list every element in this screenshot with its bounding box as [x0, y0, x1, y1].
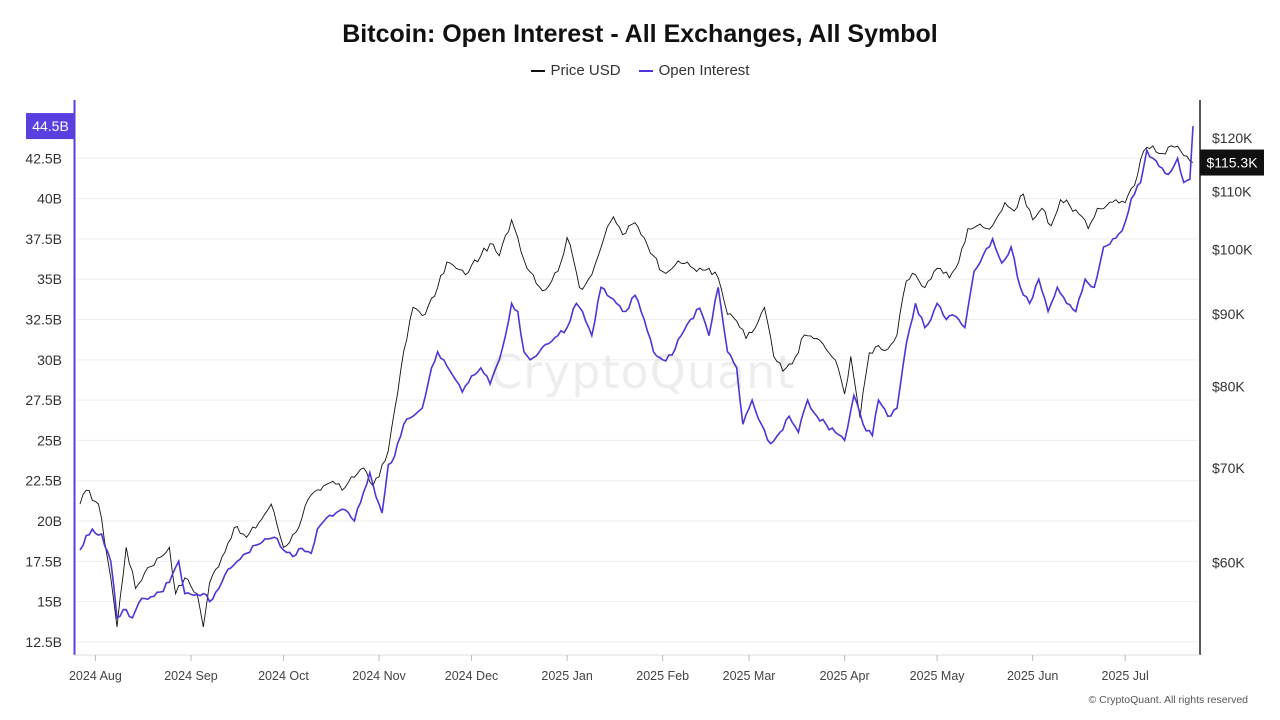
y-left-tick-label: 22.5B — [25, 473, 62, 489]
x-tick-label: 2025 Jun — [1007, 669, 1058, 683]
x-tick-label: 2025 Jul — [1102, 669, 1149, 683]
x-tick-label: 2024 Aug — [69, 669, 122, 683]
legend-label-price: Price USD — [550, 62, 621, 79]
y-right-tick-label: $120K — [1212, 130, 1253, 146]
y-left-tick-label: 17.5B — [25, 553, 62, 569]
x-tick-label: 2025 Feb — [636, 669, 689, 683]
y-left-tick-label: 15B — [37, 594, 62, 610]
y-left-tick-label: 25B — [37, 432, 62, 448]
series-line-open-interest — [79, 126, 1194, 620]
x-tick-label: 2024 Sep — [164, 669, 218, 683]
y-right-tick-label: $100K — [1212, 242, 1253, 258]
y-right-tick-label: $110K — [1212, 183, 1252, 199]
y-right-tick-label: $70K — [1212, 460, 1245, 476]
y-left-tick-label: 20B — [37, 513, 62, 529]
legend-swatch-price — [530, 69, 545, 72]
x-tick-label: 2025 Jan — [541, 669, 592, 683]
series-line-price-usd — [79, 145, 1194, 627]
legend-label-open-interest: Open Interest — [658, 62, 750, 79]
legend-swatch-open-interest — [638, 69, 653, 72]
watermark: CryptoQuant — [490, 345, 796, 399]
y-left-tick-label: 40B — [37, 191, 62, 207]
left-current-value-badge — [26, 113, 75, 140]
y-right-tick-label: $80K — [1212, 378, 1245, 394]
x-tick-label: 2024 Dec — [445, 669, 499, 683]
legend-item-price[interactable]: Price USD — [530, 62, 621, 79]
y-left-tick-label: 12.5B — [25, 634, 62, 650]
y-left-tick-label: 35B — [37, 271, 62, 287]
y-left-tick-label: 30B — [37, 352, 62, 368]
legend-item-open-interest[interactable]: Open Interest — [638, 62, 750, 79]
chart-legend: Price USD Open Interest — [0, 62, 1280, 79]
right-current-value-badge — [1200, 149, 1264, 176]
footer-copyright: © CryptoQuant. All rights reserved — [1088, 694, 1248, 706]
y-left-tick-label: 37.5B — [25, 231, 62, 247]
y-right-tick-label: $90K — [1212, 306, 1245, 322]
x-tick-label: 2025 Mar — [723, 669, 776, 683]
y-left-tick-label: 42.5B — [25, 150, 62, 166]
left-current-value-label: 44.5B — [32, 118, 69, 134]
right-current-value-label: $115.3K — [1206, 155, 1258, 171]
y-right-tick-label: $60K — [1212, 554, 1245, 570]
x-tick-label: 2025 Apr — [820, 669, 870, 683]
y-left-tick-label: 32.5B — [25, 312, 62, 328]
y-left-tick-label: 27.5B — [25, 392, 62, 408]
x-tick-label: 2024 Oct — [258, 669, 309, 683]
x-tick-label: 2025 May — [910, 669, 966, 683]
chart-title: Bitcoin: Open Interest - All Exchanges, … — [342, 20, 938, 48]
x-tick-label: 2024 Nov — [352, 669, 406, 683]
